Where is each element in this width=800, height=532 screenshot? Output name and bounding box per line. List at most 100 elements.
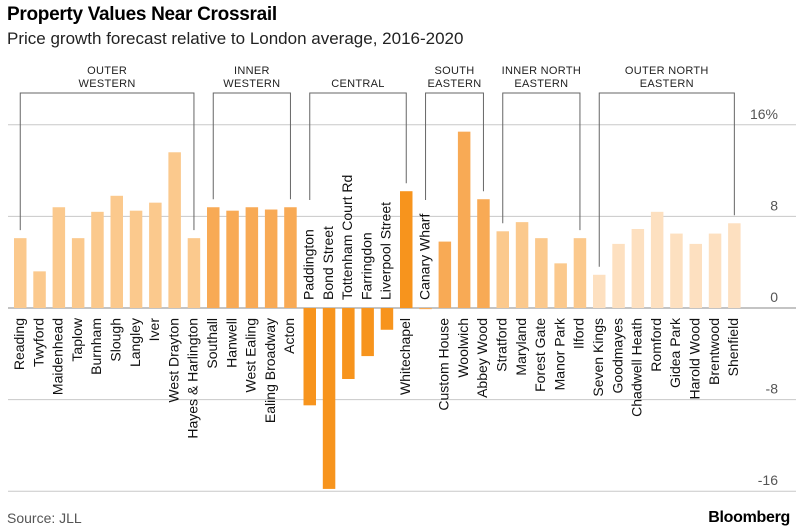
group-bracket xyxy=(425,92,484,200)
bar xyxy=(457,131,471,308)
category-label: Stratford xyxy=(493,318,509,372)
category-label: Canary Wharf xyxy=(416,214,432,300)
group-header: WESTERN xyxy=(79,78,136,90)
category-label: Tottenham Court Rd xyxy=(339,175,355,300)
category-label: Shenfield xyxy=(725,318,741,376)
bar xyxy=(593,274,606,308)
category-label: Maidenhead xyxy=(50,318,66,395)
group-brackets xyxy=(19,92,735,267)
category-label: Twyford xyxy=(30,318,46,367)
y-tick-label: -16 xyxy=(758,472,778,488)
category-label: Reading xyxy=(11,318,27,370)
category-label: Manor Park xyxy=(551,317,567,390)
bar xyxy=(380,308,394,330)
bar xyxy=(226,210,239,308)
category-label: Maryland xyxy=(513,318,529,376)
bar xyxy=(728,223,741,308)
bar xyxy=(110,195,123,308)
category-label: Ilford xyxy=(571,318,587,349)
bar xyxy=(535,238,548,308)
bar xyxy=(670,233,683,308)
group-header: INNER xyxy=(234,65,270,77)
category-label: Southall xyxy=(204,318,220,369)
category-label: Iver xyxy=(146,318,162,342)
category-label: Romford xyxy=(648,318,664,372)
category-label: Whitechapel xyxy=(397,318,413,395)
bar xyxy=(168,152,181,308)
category-label: Chadwell Heath xyxy=(629,318,645,417)
group-bracket xyxy=(19,92,195,231)
group-bracket xyxy=(598,92,735,267)
bar xyxy=(33,271,46,308)
category-label: Burnham xyxy=(88,318,104,375)
bar xyxy=(91,211,104,308)
group-header: EASTERN xyxy=(427,78,481,90)
group-bracket xyxy=(309,92,407,200)
category-label: Seven Kings xyxy=(590,318,606,397)
bar xyxy=(515,222,529,308)
bar xyxy=(496,231,509,308)
group-header: CENTRAL xyxy=(331,78,384,90)
category-label: Hayes & Harlington xyxy=(185,318,201,439)
bar xyxy=(554,263,567,308)
bar xyxy=(14,238,27,308)
bar xyxy=(187,238,201,308)
y-tick-label: -8 xyxy=(766,381,779,397)
bar xyxy=(361,308,374,357)
bar xyxy=(419,308,432,310)
bar xyxy=(245,207,259,308)
group-header: OUTER xyxy=(87,65,127,77)
group-header: EASTERN xyxy=(514,78,568,90)
group-header: SOUTH xyxy=(435,65,475,77)
category-label: Hanwell xyxy=(223,318,239,368)
bars xyxy=(14,131,741,489)
category-label: Paddington xyxy=(300,229,316,300)
bar xyxy=(708,233,722,308)
category-label: Slough xyxy=(107,318,123,362)
category-label: Bond Street xyxy=(320,226,336,300)
group-bracket xyxy=(212,92,291,200)
category-label: Harold Wood xyxy=(686,318,702,399)
bar xyxy=(129,210,143,308)
bar xyxy=(631,228,645,308)
bar xyxy=(477,199,490,308)
category-label: West Drayton xyxy=(165,318,181,403)
group-header: EASTERN xyxy=(640,78,694,90)
category-label: Gidea Park xyxy=(667,317,683,388)
bar xyxy=(438,241,452,308)
category-label: Brentwood xyxy=(706,318,722,385)
bar xyxy=(322,308,336,489)
group-header: INNER NORTH xyxy=(502,65,582,77)
bar xyxy=(207,207,220,308)
category-label: Forest Gate xyxy=(532,318,548,392)
bar xyxy=(689,243,702,308)
category-label: Acton xyxy=(281,318,297,354)
category-label: Langley xyxy=(127,318,143,367)
bar xyxy=(264,209,278,308)
category-label: Ealing Broadway xyxy=(262,318,278,423)
group-header: WESTERN xyxy=(223,78,280,90)
y-tick-label: 16% xyxy=(750,106,778,122)
labels: 16% 8 0 -8 -16 Reading Twyford Maidenhead Taplow… xyxy=(11,65,778,488)
category-label: Taplow xyxy=(69,317,85,361)
category-label: Custom House xyxy=(436,318,452,411)
bar xyxy=(612,243,625,308)
y-tick-label: 0 xyxy=(770,289,778,305)
bar xyxy=(303,308,316,406)
y-tick-label: 8 xyxy=(770,197,778,213)
chart-title: Property Values Near Crossrail xyxy=(7,4,277,25)
category-label: Woolwich xyxy=(455,318,471,378)
category-label: Farringdon xyxy=(358,232,374,300)
group-header: OUTER NORTH xyxy=(625,65,709,77)
category-label: Abbey Wood xyxy=(474,318,490,398)
bar xyxy=(400,191,413,308)
category-label: Liverpool Street xyxy=(378,202,394,300)
bar xyxy=(52,207,66,308)
bar xyxy=(284,207,297,308)
bar xyxy=(71,238,85,308)
bar xyxy=(342,308,355,379)
bloomberg-logo: Bloomberg xyxy=(708,509,790,526)
bar xyxy=(149,202,162,308)
group-bracket xyxy=(502,92,581,231)
